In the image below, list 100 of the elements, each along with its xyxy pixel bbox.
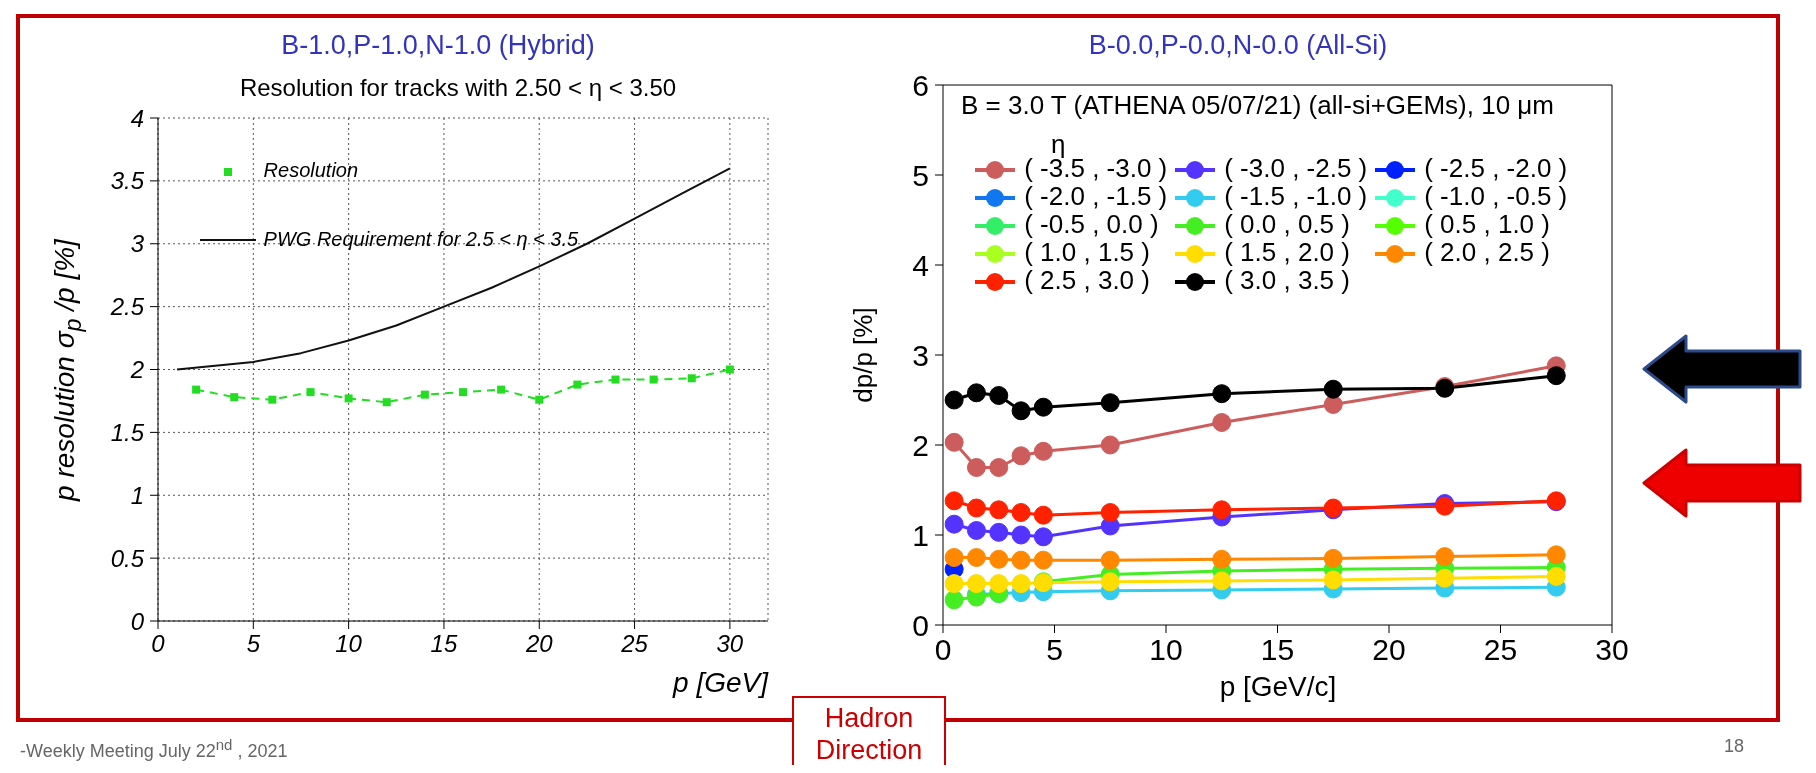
point (687, 374, 696, 383)
y-tick-label: 3 (130, 230, 145, 258)
point (344, 394, 353, 403)
point (1033, 397, 1053, 417)
point (1546, 566, 1566, 586)
legend-label: ( -1.5 , -1.0 ) (1224, 181, 1368, 211)
point (268, 395, 277, 404)
point (989, 458, 1009, 477)
point (1212, 549, 1232, 569)
point (1011, 550, 1031, 570)
legend-label: ( 2.5 , 3.0 ) (1024, 265, 1150, 295)
legend-label: ( 2.0 , 2.5 ) (1424, 237, 1550, 267)
legend-label: ( -2.0 , -1.5 ) (1024, 181, 1168, 211)
point (1011, 401, 1031, 421)
x-tick-label: 10 (1149, 633, 1183, 667)
legend-label: ( 1.5 , 2.0 ) (1224, 237, 1350, 267)
point (1011, 446, 1031, 466)
y-tick-label: 1.5 (110, 418, 145, 446)
point (1033, 527, 1053, 547)
point (1212, 384, 1232, 404)
point (944, 514, 964, 534)
chart-subtitle: B = 3.0 T (ATHENA 05/07/21) (all-si+GEMs), 10 μm (961, 90, 1554, 120)
chart-title: B-0.0,P-0.0,N-0.0 (All-Si) (1088, 30, 1388, 60)
text: -Weekly Meeting July 22$^{nd}$ , 2021 (20, 736, 288, 761)
point (966, 521, 986, 540)
y-tick-label: 0 (130, 607, 145, 635)
y-tick-label: 3 (912, 338, 929, 372)
x-tick-label: 30 (716, 630, 744, 658)
point (649, 375, 658, 384)
y-tick-label: 6 (912, 68, 929, 102)
x-tick-label: 30 (1595, 633, 1629, 667)
legend-label: ( 0.5 , 1.0 ) (1424, 209, 1550, 239)
x-tick-label: 10 (335, 630, 363, 658)
point (1435, 547, 1455, 567)
legend-label: PWG Requirement for 2.5 < η < 3.5 (263, 227, 579, 250)
point (1100, 393, 1120, 413)
point (1033, 550, 1053, 570)
chart-title: B-1.0,P-1.0,N-1.0 (Hybrid) (281, 30, 595, 60)
text: 18 (1724, 736, 1745, 756)
point (1100, 503, 1120, 522)
point (989, 386, 1009, 405)
point (420, 390, 429, 399)
point (989, 500, 1009, 520)
y-tick-label: 2 (912, 428, 929, 462)
legend-label: ( 1.0 , 1.5 ) (1024, 237, 1150, 267)
point (1011, 574, 1031, 594)
y-tick-label: 4 (130, 104, 144, 132)
legend-label: ( -1.0 , -0.5 ) (1424, 181, 1568, 211)
point (989, 574, 1009, 594)
y-tick-label: 2 (129, 356, 144, 384)
point (966, 548, 986, 567)
point (535, 395, 544, 404)
point (1011, 525, 1031, 545)
legend-label: ( -3.0 , -2.5 ) (1224, 153, 1368, 183)
point (497, 385, 506, 394)
y-tick-label: 0.5 (110, 544, 145, 572)
point (1033, 441, 1053, 461)
point (944, 390, 964, 410)
point (306, 388, 315, 397)
point (966, 383, 986, 403)
point (1546, 366, 1566, 386)
point (1323, 548, 1343, 568)
x-tick-label: 15 (1260, 633, 1295, 667)
point (944, 491, 964, 511)
y-tick-label: 5 (912, 158, 929, 192)
y-tick-label: 2.5 (109, 293, 145, 321)
point (944, 548, 964, 567)
y-tick-label: 1 (912, 518, 929, 552)
point (1100, 550, 1120, 570)
chart-subtitle: Resolution for tracks with 2.50 < η < 3.50 (239, 74, 677, 101)
point (966, 574, 986, 594)
x-tick-label: 25 (1483, 633, 1518, 667)
point (1033, 505, 1053, 525)
point (1212, 413, 1232, 432)
point (1323, 395, 1343, 414)
legend-label: Resolution (263, 159, 359, 181)
x-tick-label: 20 (1372, 633, 1406, 667)
point (1212, 571, 1232, 591)
x-tick-label: 5 (246, 630, 261, 658)
x-axis-title: p [GeV/c] (1219, 671, 1337, 702)
point (1100, 572, 1120, 592)
point (573, 380, 582, 389)
point (989, 522, 1009, 542)
point (944, 432, 964, 452)
x-tick-label: 15 (430, 630, 458, 658)
x-tick-label: 0 (151, 630, 166, 658)
point (230, 393, 239, 402)
point (966, 498, 986, 518)
legend-label: ( 0.0 , 0.5 ) (1224, 209, 1350, 239)
point (192, 385, 201, 394)
point (944, 590, 964, 610)
x-tick-label: 20 (524, 630, 554, 658)
point (966, 458, 986, 477)
y-tick-label: 3.5 (110, 167, 145, 195)
point (1323, 379, 1343, 399)
y-tick-label: 4 (912, 248, 929, 282)
y-tick-label: 1 (130, 481, 144, 509)
text: Hadron Direction (815, 703, 923, 765)
x-tick-label: 25 (620, 630, 649, 658)
point (1323, 570, 1343, 590)
